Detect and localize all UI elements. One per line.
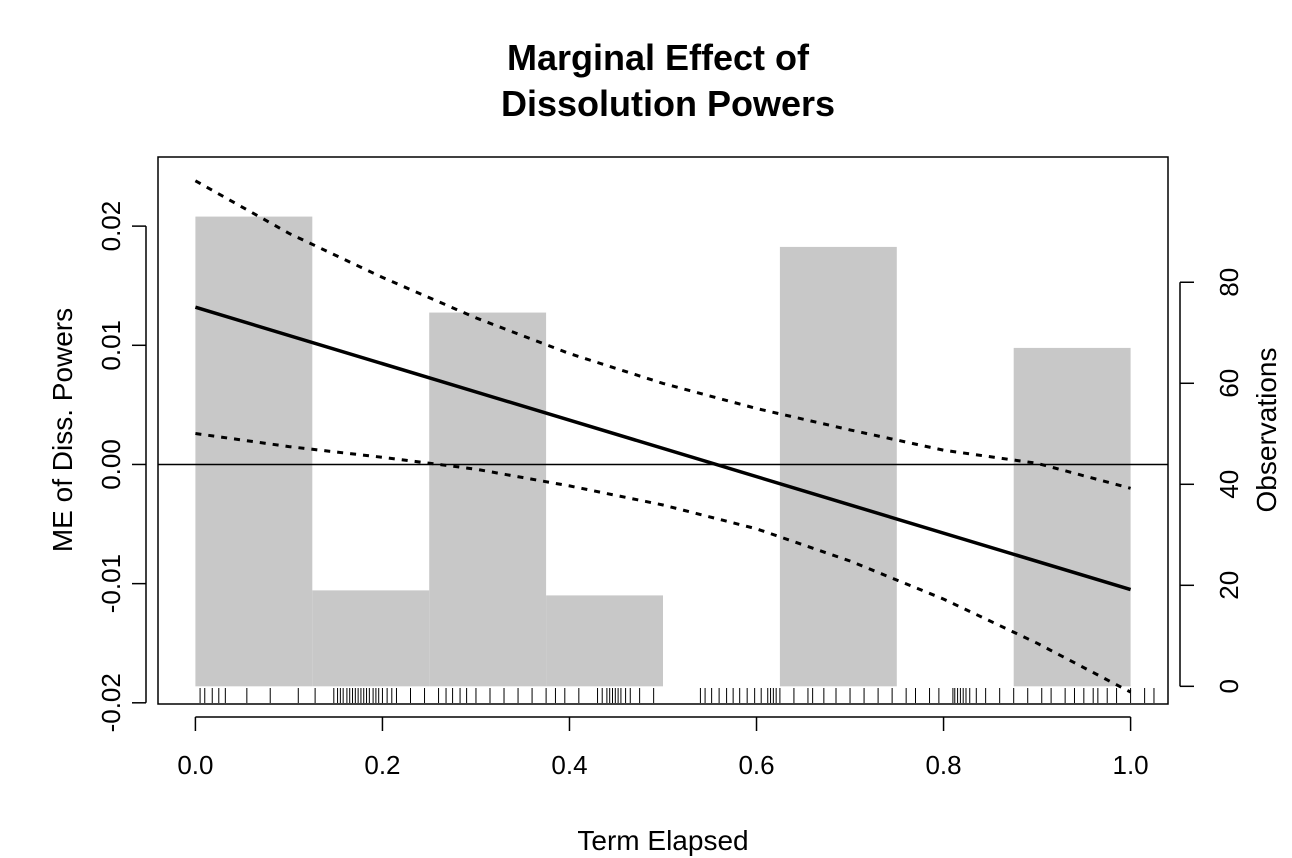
histogram-bar-5 [779,246,897,687]
y-axis-title: ME of Diss. Powers [47,308,78,552]
x-axis-title: Term Elapsed [577,825,748,856]
histogram-bar-2 [429,312,547,687]
series-lower-line [195,432,1132,694]
rug-layer [199,688,1155,703]
series-estimate-line [194,305,1132,592]
y-tick-label: -0.02 [96,673,126,732]
x-tick-label: 0.0 [177,750,213,780]
y-axis-left: -0.02 -0.01 0.00 0.01 0.02 [96,201,147,732]
y2-tick-label: 80 [1214,268,1244,297]
x-tick-label: 0.4 [551,750,587,780]
chart-title-line-2: Dissolution Powers [501,83,835,124]
y-tick-label: -0.01 [96,554,126,613]
y-tick-label: 0.00 [96,439,126,490]
histogram-bar-7 [1013,347,1131,687]
histogram-bar-0 [195,216,313,687]
histogram-layer [195,216,1131,687]
y2-tick-label: 40 [1214,470,1244,499]
y2-tick-label: 0 [1214,679,1244,693]
y-tick-label: 0.02 [96,201,126,252]
y-tick-label: 0.01 [96,320,126,371]
histogram-bar-1 [312,590,430,687]
x-tick-label: 0.6 [738,750,774,780]
x-tick-label: 0.2 [364,750,400,780]
chart-title-line-1: Marginal Effect of [507,37,810,78]
x-axis: 0.0 0.2 0.4 0.6 0.8 1.0 [177,716,1149,780]
plot-frame [157,156,1169,705]
x-tick-label: 1.0 [1113,750,1149,780]
y-axis-right: 0 20 40 60 80 [1179,268,1244,694]
series-layer [194,179,1132,694]
y2-axis-title: Observations [1251,348,1282,513]
y2-tick-label: 60 [1214,369,1244,398]
series-upper-line [194,179,1131,490]
x-tick-label: 0.8 [925,750,961,780]
y2-tick-label: 20 [1214,571,1244,600]
histogram-bar-3 [546,595,663,687]
